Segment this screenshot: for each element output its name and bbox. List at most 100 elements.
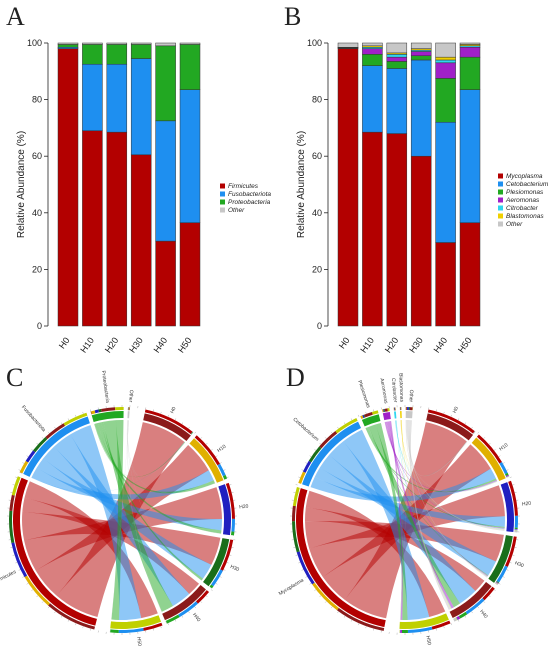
- chord-arc-other: [405, 411, 413, 419]
- bar-segment-plesiomonas-h50: [459, 56, 481, 90]
- chord-scale-tick: [36, 595, 39, 598]
- chord-arc-h30: [488, 535, 513, 583]
- chord-arc-h50: [399, 613, 449, 629]
- chord-arc-h0: [426, 413, 474, 441]
- legend-swatch: [498, 213, 503, 219]
- chord-band-segment: [384, 408, 388, 412]
- x-tick-label: H20: [103, 335, 121, 354]
- chord-band-segment: [407, 626, 433, 633]
- y-tick-label: 40: [312, 208, 322, 218]
- bar-segment-aeromonas-h20: [386, 56, 408, 62]
- chord-band-segment: [456, 615, 461, 620]
- chord-band-segment: [225, 482, 235, 519]
- chord-scale-tick: [210, 449, 213, 451]
- chord-scale-tick: [325, 601, 327, 603]
- chord-band-segment: [292, 521, 300, 553]
- bar-segment-other-h20: [106, 42, 128, 45]
- chord-scale-tick: [188, 426, 190, 429]
- chord-scale-tick: [325, 437, 327, 439]
- chord-ribbon-firmicutes-h30: [21, 511, 221, 565]
- chord-band-segment: [496, 580, 500, 584]
- chord-scale-tick: [219, 576, 222, 578]
- chord-band-segment: [363, 414, 366, 418]
- chord-band-segment: [455, 617, 458, 621]
- chord-band-segment: [195, 590, 210, 604]
- bar-segment-firmicutes-h40: [155, 240, 176, 327]
- chord-label-sample: H0: [169, 406, 177, 415]
- chord-arc-h10: [189, 438, 224, 483]
- y-tick-label: 60: [32, 151, 42, 161]
- chord-scale-tick: [67, 619, 70, 622]
- bar-segment-other-h40: [435, 42, 456, 58]
- chord-band-segment: [499, 461, 508, 475]
- y-tick-label: 80: [312, 95, 322, 105]
- bar-segment-mycoplasma-h30: [410, 155, 432, 327]
- chord-arc-h50: [110, 615, 162, 629]
- legend-swatch: [498, 221, 503, 227]
- chord-band-segment: [514, 528, 518, 530]
- bar-segment-proteobacteria-h40: [155, 45, 176, 122]
- legend-entry: Other: [506, 221, 523, 228]
- chord-band-segment: [11, 542, 28, 578]
- chord-band-segment: [508, 480, 518, 516]
- chord-band-segment: [405, 407, 407, 411]
- chord-scale-tick: [67, 418, 70, 421]
- chord-band-segment: [220, 539, 234, 571]
- chord-band-segment: [473, 431, 475, 434]
- chord-band-segment: [98, 408, 102, 413]
- chord-ribbon-firmicutes-h50: [24, 481, 158, 619]
- chord-label-sample: H10: [498, 442, 509, 452]
- chord-scale-tick: [512, 484, 515, 486]
- chord-scale-tick: [506, 569, 509, 571]
- chord-arc-plesiomonas: [361, 414, 381, 427]
- chord-scale-tick: [15, 562, 18, 564]
- chord-band-segment: [292, 505, 296, 522]
- legend-entry: Proteobacteria: [228, 199, 271, 206]
- bar-segment-blastomonas-h40: [435, 56, 456, 61]
- chord-scale-tick: [319, 442, 322, 445]
- chord-scale-tick: [188, 611, 190, 614]
- chord-scale-tick: [200, 437, 202, 439]
- chord-band-segment: [514, 515, 518, 528]
- chord-scale-tick: [309, 583, 312, 585]
- y-tick-label: 60: [312, 151, 322, 161]
- chord-arc-h40: [162, 585, 206, 621]
- chord-arc-fusobacteriota: [23, 416, 90, 477]
- bar-segment-other-h0: [57, 42, 79, 45]
- chord-scale-tick: [18, 469, 21, 471]
- chord-scale-tick: [330, 431, 333, 434]
- chord-band-segment: [427, 409, 475, 434]
- chord-scale-tick: [160, 411, 162, 414]
- bar-segment-plesiomonas-h10: [362, 54, 383, 66]
- chord-scale-tick: [483, 437, 485, 439]
- bar-segment-fusobacteriota-h10: [82, 63, 103, 131]
- chord-scale-tick: [464, 422, 467, 425]
- chord-label-sample: H30: [514, 560, 525, 569]
- bar-segment-proteobacteria-h30: [130, 44, 152, 59]
- legend-entry: Citrobacter: [506, 205, 539, 212]
- chord-scale-tick: [488, 595, 491, 598]
- legend-entry: Other: [228, 207, 245, 214]
- x-tick-label: H30: [127, 335, 145, 354]
- chord-band-segment: [19, 472, 23, 474]
- chord-scale-tick: [12, 484, 15, 486]
- legend-entry: Blastomonas: [506, 213, 544, 220]
- x-tick-label: H40: [432, 335, 450, 354]
- chord-band-segment: [407, 407, 409, 411]
- chord-scale-tick: [229, 484, 232, 486]
- chord-arc-h0: [143, 413, 191, 441]
- chord-band-segment: [298, 471, 306, 484]
- chord-band-segment: [495, 582, 499, 585]
- bar-segment-fusobacteriota-h30: [130, 58, 152, 156]
- chord-band-segment: [312, 582, 339, 611]
- y-tick-label: 100: [27, 38, 42, 48]
- chord-ribbon-cetobacterium-h50: [343, 429, 430, 620]
- chord-scale-tick: [18, 569, 21, 571]
- chord-band-segment: [382, 409, 383, 413]
- chord-band-segment: [336, 607, 385, 631]
- chord-scale-tick: [194, 606, 197, 609]
- panel-label-a: A: [6, 2, 25, 31]
- chord-band-segment: [387, 408, 390, 412]
- chord-band-segment: [472, 431, 475, 434]
- bar-segment-aeromonas-h50: [459, 46, 481, 58]
